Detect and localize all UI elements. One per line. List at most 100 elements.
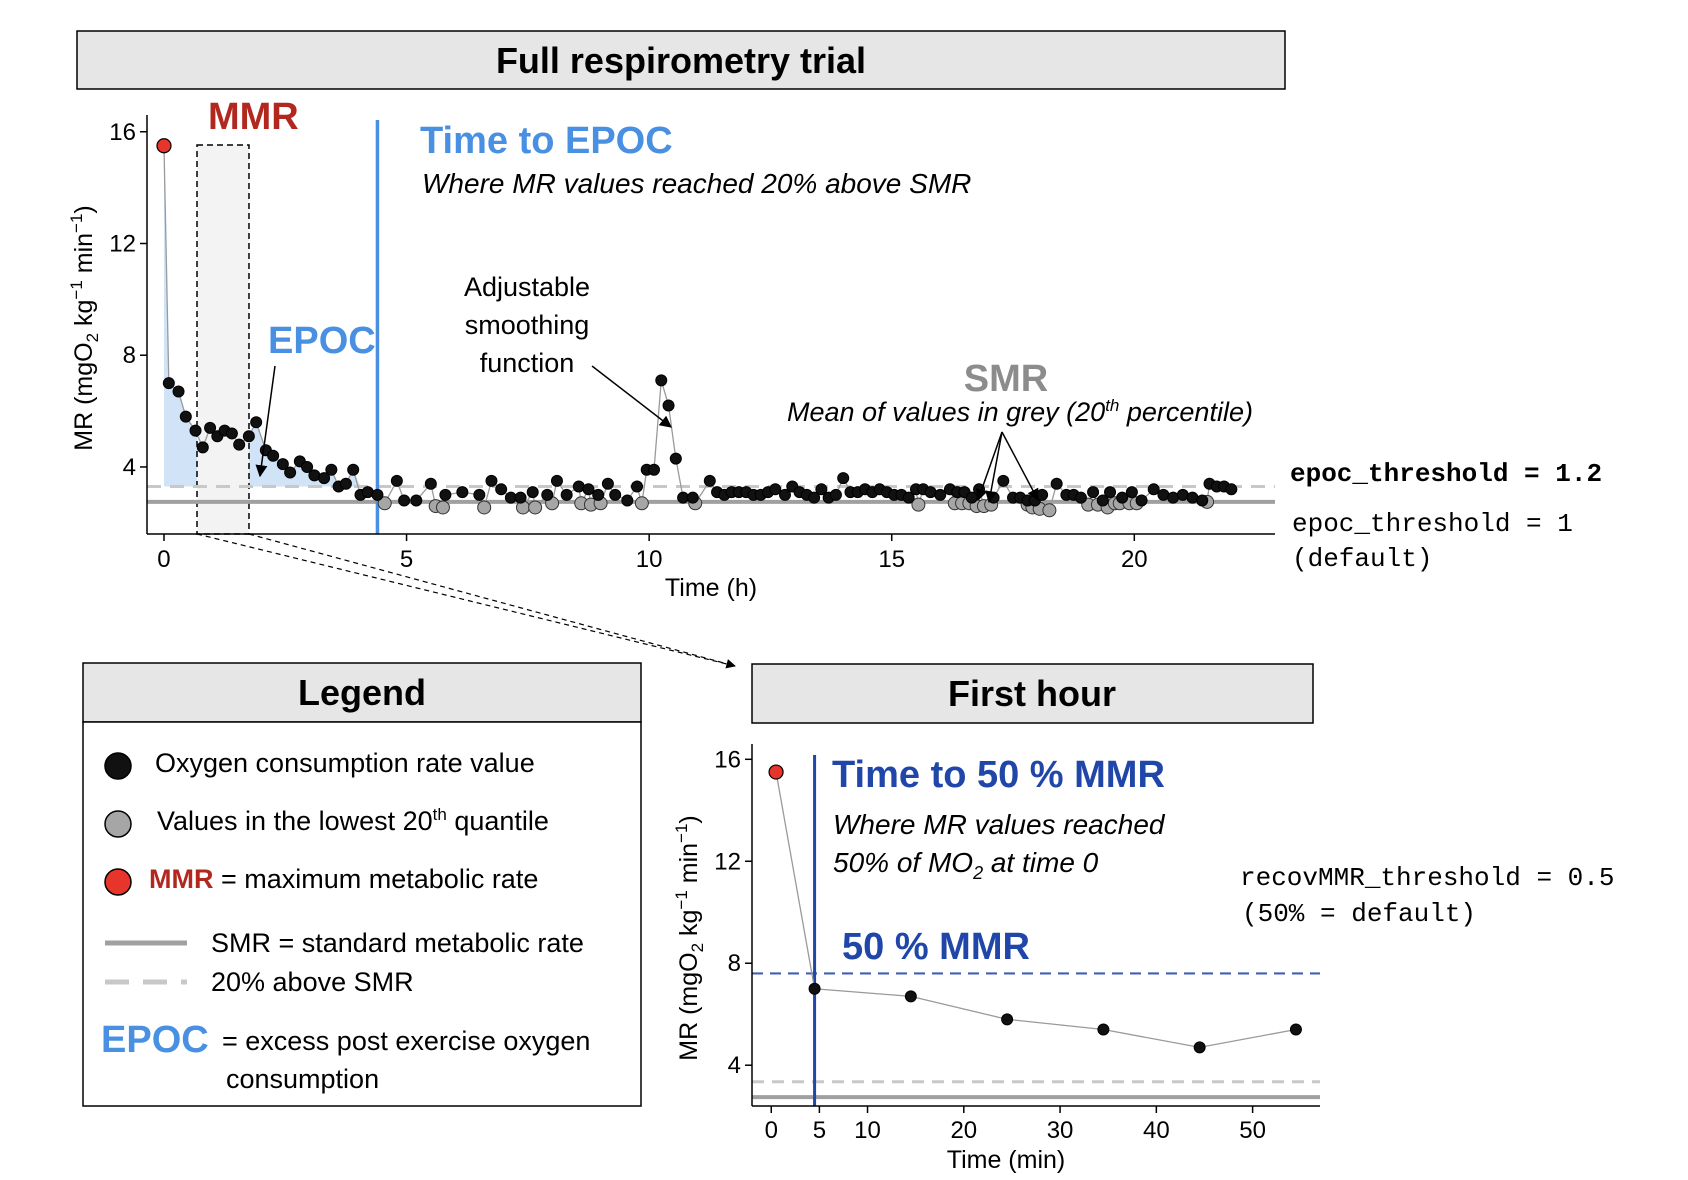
black-point — [769, 483, 782, 496]
y-tick-label: 4 — [123, 454, 136, 481]
legend-item-1: Oxygen consumption rate value — [155, 748, 535, 778]
main-title: Full respirometry trial — [496, 40, 866, 81]
smr-arrow-3 — [1001, 431, 1039, 502]
legend-grey-point — [104, 810, 132, 838]
grey-point — [377, 496, 392, 511]
black-point — [276, 458, 289, 471]
fh-y-tick-label: 16 — [714, 746, 741, 773]
legend-title: Legend — [298, 672, 426, 713]
black-point — [669, 452, 682, 465]
x-tick-label: 10 — [636, 546, 663, 573]
epoc-area — [163, 145, 378, 487]
black-point — [398, 494, 411, 507]
black-point — [439, 488, 452, 501]
black-point — [162, 377, 175, 390]
legend-item-6-cont: consumption — [226, 1064, 379, 1094]
black-point — [196, 441, 209, 454]
black-point — [485, 474, 498, 487]
black-point — [815, 483, 828, 496]
x-tick-label: 20 — [1121, 546, 1148, 573]
main-x-axis-label: Time (h) — [665, 574, 757, 602]
recov-threshold-2: (50% = default) — [1242, 899, 1476, 929]
black-point — [550, 474, 563, 487]
smoothing-label-3: function — [480, 348, 575, 378]
x-tick-label: 5 — [400, 546, 413, 573]
black-point — [647, 463, 660, 476]
black-point — [456, 486, 469, 499]
black-point — [1116, 491, 1129, 504]
grey-point — [477, 500, 492, 515]
epoc-area-layer — [163, 145, 378, 487]
grey-point — [911, 497, 926, 512]
fh-x-tick-label: 40 — [1143, 1117, 1170, 1144]
grey-point — [528, 500, 543, 515]
time-to-50-sub-2: 50% of MO2 at time 0 — [833, 847, 1099, 883]
legend-epoc-label: EPOC — [101, 1019, 209, 1061]
time-to-50-sub-1: Where MR values reached — [833, 809, 1166, 840]
legend-item-3: MMR = maximum metabolic rate — [149, 864, 538, 894]
black-point — [837, 472, 850, 485]
black-point — [609, 488, 622, 501]
legend-black-point — [104, 752, 132, 780]
svg-text:MR (mgO2 kg−1 min−1): MR (mgO2 kg−1 min−1) — [67, 205, 102, 451]
mmr-point — [156, 138, 172, 154]
black-point — [808, 491, 821, 504]
black-point — [250, 416, 263, 429]
fh-point — [904, 990, 917, 1003]
fh-x-axis-label: Time (min) — [947, 1146, 1066, 1174]
first-hour-zoom-box — [196, 144, 250, 535]
smoothing-label-2: smoothing — [465, 310, 590, 340]
time-to-epoc-label: Time to EPOC — [420, 120, 673, 162]
epoc-arrow — [255, 365, 276, 478]
epoc-label: EPOC — [268, 320, 376, 362]
smr-subtitle: Mean of values in grey (20th percentile) — [787, 396, 1253, 427]
x-tick-label: 0 — [157, 546, 170, 573]
recov-threshold-1: recovMMR_threshold = 0.5 — [1240, 863, 1614, 893]
epoc-threshold-bold: epoc_threshold = 1.2 — [1290, 459, 1602, 489]
black-point — [1147, 483, 1160, 496]
black-point — [1036, 488, 1049, 501]
main-title-box — [76, 30, 1286, 90]
fh-x-tick-label: 20 — [950, 1117, 977, 1144]
first-hour-title: First hour — [948, 673, 1116, 714]
black-point — [1074, 491, 1087, 504]
time-to-50-label: Time to 50 % MMR — [832, 754, 1165, 796]
mmr-label: MMR — [208, 96, 299, 138]
fh-point — [1193, 1041, 1206, 1054]
black-point — [179, 410, 192, 423]
legend-item-5: 20% above SMR — [211, 967, 414, 997]
black-point — [514, 491, 527, 504]
black-point — [601, 477, 614, 490]
first-hour-reference-lines — [752, 755, 1320, 1106]
black-point — [1225, 483, 1238, 496]
black-point — [284, 466, 297, 479]
black-point — [233, 438, 246, 451]
first-hour-title-box — [751, 663, 1314, 724]
main-panel: Full respirometry trial 0 5 10 15 20 4 8 12 16 T… — [67, 30, 1602, 669]
black-point — [703, 474, 716, 487]
legend-panel: Legend Oxygen consumption rate value Val… — [82, 662, 642, 1107]
black-point — [1125, 486, 1138, 499]
black-point — [686, 491, 699, 504]
first-hour-series — [768, 764, 1302, 1054]
legend-item-6: = excess post exercise oxygen — [222, 1026, 590, 1056]
black-point — [339, 477, 352, 490]
black-point — [325, 463, 338, 476]
smr-arrow-1 — [975, 431, 1003, 502]
black-point — [225, 427, 238, 440]
black-point — [1087, 486, 1100, 499]
black-point — [189, 424, 202, 437]
fh-x-tick-label: 10 — [854, 1117, 881, 1144]
fifty-mmr-label: 50 % MMR — [842, 926, 1030, 968]
black-point — [301, 460, 314, 473]
fh-x-tick-label: 50 — [1239, 1117, 1266, 1144]
fh-point — [1097, 1023, 1110, 1036]
first-hour-axis-ticks: 0 5 10 20 30 40 50 4 8 12 16 — [714, 746, 1266, 1144]
black-point — [655, 374, 668, 387]
black-point — [621, 494, 634, 507]
black-point — [424, 477, 437, 490]
y-tick-label: 16 — [109, 119, 136, 146]
black-point — [204, 421, 217, 434]
fh-point — [1289, 1023, 1302, 1036]
